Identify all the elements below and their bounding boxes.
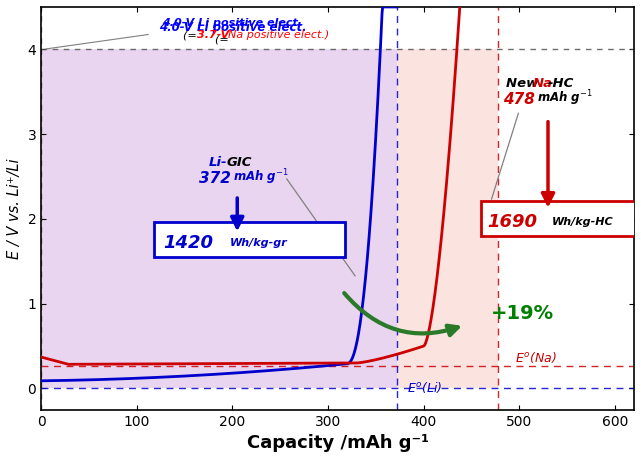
- Text: Na: Na: [533, 78, 553, 90]
- Text: Wh/kg-HC: Wh/kg-HC: [552, 217, 613, 227]
- Text: 1420: 1420: [163, 234, 213, 252]
- Text: 4.0-V Li positive elect.: 4.0-V Li positive elect.: [162, 17, 303, 28]
- Text: 1690: 1690: [487, 213, 537, 230]
- Text: 478: 478: [503, 92, 535, 107]
- Text: 372: 372: [199, 171, 231, 186]
- X-axis label: Capacity /mAh g⁻¹: Capacity /mAh g⁻¹: [247, 434, 429, 452]
- Text: Li-: Li-: [208, 157, 227, 169]
- Bar: [397, 49, 498, 388]
- Text: +19%: +19%: [490, 304, 554, 323]
- Text: (=: (=: [215, 34, 233, 45]
- Text: (=: (=: [183, 30, 200, 40]
- FancyBboxPatch shape: [154, 222, 345, 257]
- Text: GIC: GIC: [227, 157, 252, 169]
- Text: Wh/kg-gr: Wh/kg-gr: [229, 238, 287, 248]
- Bar: [41, 49, 397, 388]
- Y-axis label: E / V vs. Li⁺/Li: E / V vs. Li⁺/Li: [7, 158, 22, 258]
- Text: -HC: -HC: [548, 78, 574, 90]
- Text: New: New: [506, 78, 543, 90]
- FancyBboxPatch shape: [481, 201, 641, 236]
- Text: $\it{E}^o$(Na): $\it{E}^o$(Na): [515, 350, 556, 365]
- Text: $\it{E}^o$(Li): $\it{E}^o$(Li): [408, 380, 443, 395]
- Text: 3.7-V: 3.7-V: [197, 30, 229, 40]
- Text: Na positive elect.): Na positive elect.): [228, 30, 329, 40]
- Text: 4.0-V Li positive elect.: 4.0-V Li positive elect.: [159, 21, 306, 34]
- Text: mAh g$^{-1}$: mAh g$^{-1}$: [538, 89, 593, 108]
- Text: mAh g$^{-1}$: mAh g$^{-1}$: [233, 168, 289, 187]
